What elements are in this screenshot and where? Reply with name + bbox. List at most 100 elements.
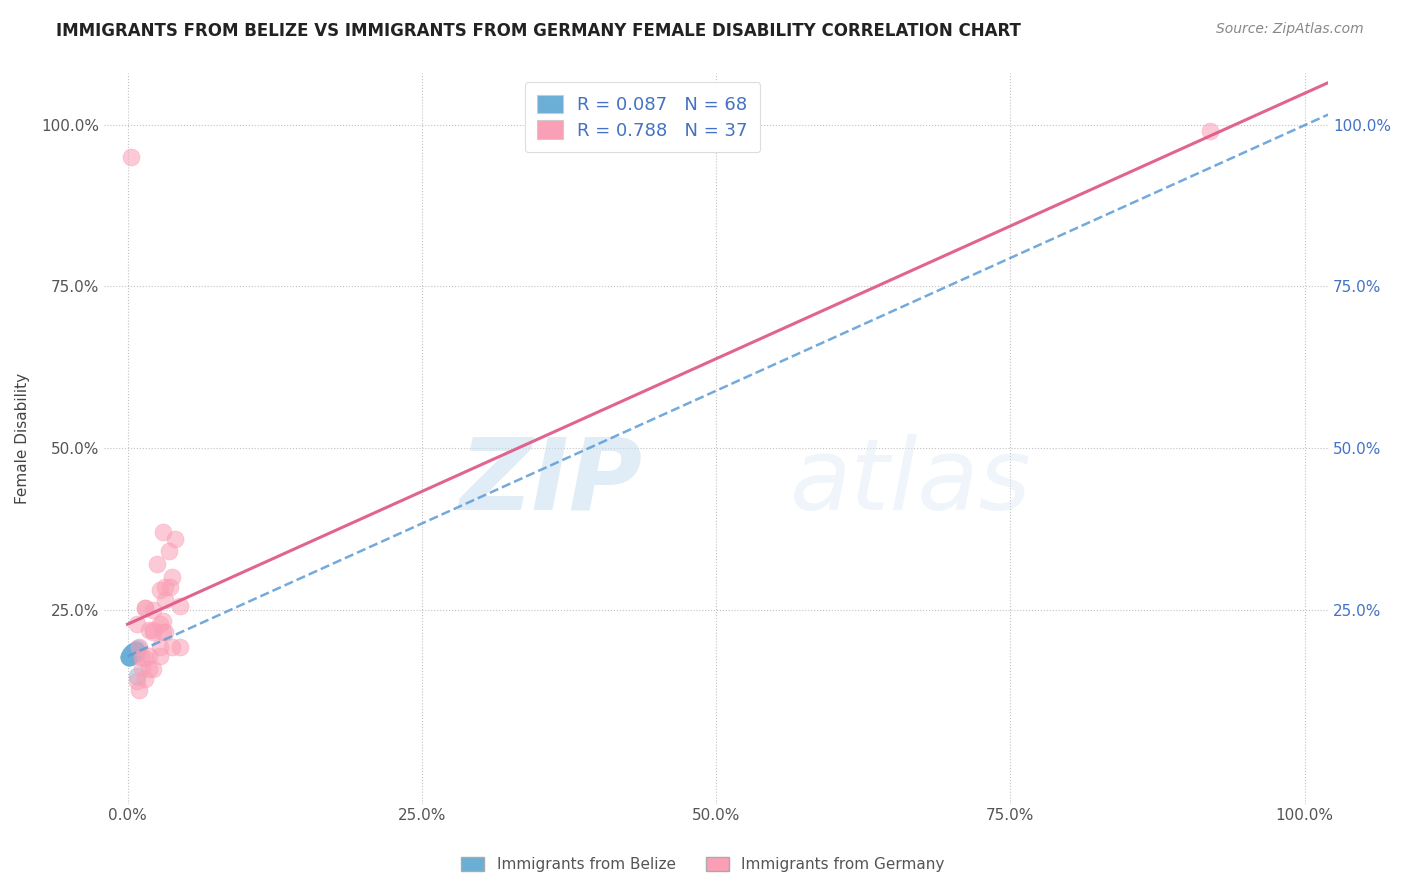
Point (120, 648, 142, 662)
Point (125, 643, 148, 657)
Point (125, 643, 148, 657)
Point (131, 661, 153, 675)
Point (1199, 124, 1222, 138)
Point (120, 648, 142, 662)
Point (131, 651, 153, 665)
Text: IMMIGRANTS FROM BELIZE VS IMMIGRANTS FROM GERMANY FEMALE DISABILITY CORRELATION : IMMIGRANTS FROM BELIZE VS IMMIGRANTS FRO… (56, 22, 1021, 40)
Point (157, 544, 180, 558)
Point (125, 643, 148, 657)
Point (118, 649, 141, 664)
Point (118, 648, 141, 663)
Point (118, 648, 141, 663)
Point (149, 640, 172, 654)
Point (121, 645, 143, 659)
Point (121, 647, 143, 661)
Point (169, 640, 191, 654)
Point (152, 615, 174, 629)
Point (153, 625, 176, 640)
Point (120, 648, 142, 662)
Point (121, 647, 143, 661)
Point (118, 648, 141, 663)
Point (120, 648, 142, 662)
Point (124, 642, 146, 657)
Point (120, 648, 142, 662)
Point (120, 648, 142, 662)
Point (118, 650, 141, 665)
Point (118, 649, 141, 664)
Point (121, 647, 143, 661)
Legend: Immigrants from Belize, Immigrants from Germany: Immigrants from Belize, Immigrants from … (454, 849, 952, 880)
Point (118, 648, 141, 663)
Point (125, 668, 148, 682)
Text: atlas: atlas (790, 434, 1031, 531)
Point (120, 648, 142, 662)
Point (121, 647, 143, 661)
Point (149, 616, 172, 631)
Point (118, 649, 141, 664)
Point (118, 648, 141, 663)
Point (118, 648, 141, 663)
Point (118, 648, 141, 663)
Point (138, 649, 160, 664)
Y-axis label: Female Disability: Female Disability (15, 373, 30, 504)
Point (138, 624, 160, 638)
Point (118, 649, 141, 664)
Point (118, 647, 141, 661)
Point (118, 649, 141, 664)
Point (134, 601, 156, 615)
Point (122, 645, 145, 659)
Point (120, 648, 142, 663)
Point (118, 648, 141, 663)
Point (118, 649, 141, 664)
Point (120, 648, 142, 662)
Point (121, 647, 143, 661)
Point (121, 647, 143, 661)
Point (120, 648, 142, 662)
Point (125, 616, 148, 631)
Point (121, 647, 143, 661)
Point (122, 645, 145, 659)
Point (128, 640, 150, 654)
Point (125, 646, 148, 660)
Point (124, 647, 146, 661)
Point (121, 647, 143, 661)
Point (169, 599, 191, 614)
Point (134, 651, 156, 665)
Point (120, 648, 142, 662)
Point (127, 641, 149, 656)
Point (153, 580, 176, 594)
Point (125, 644, 148, 658)
Point (125, 673, 148, 688)
Point (149, 649, 172, 664)
Point (120, 648, 142, 662)
Point (120, 648, 142, 662)
Point (134, 673, 156, 687)
Point (118, 648, 141, 663)
Legend: R = 0.087   N = 68, R = 0.788   N = 37: R = 0.087 N = 68, R = 0.788 N = 37 (524, 82, 761, 153)
Point (121, 647, 143, 661)
Point (118, 648, 141, 663)
Point (163, 532, 186, 546)
Point (152, 524, 174, 539)
Point (125, 643, 148, 657)
Point (121, 647, 143, 661)
Point (121, 647, 143, 661)
Point (122, 645, 145, 659)
Point (162, 570, 184, 584)
Point (128, 683, 150, 698)
Point (121, 647, 143, 661)
Point (159, 580, 181, 594)
Point (122, 645, 145, 659)
Point (120, 648, 142, 662)
Text: Source: ZipAtlas.com: Source: ZipAtlas.com (1216, 22, 1364, 37)
Point (120, 648, 142, 662)
Point (122, 645, 145, 659)
Point (152, 625, 174, 640)
Point (142, 625, 165, 640)
Point (162, 640, 184, 654)
Point (149, 583, 172, 598)
Point (122, 645, 145, 659)
Point (142, 602, 165, 616)
Point (134, 601, 156, 615)
Point (142, 624, 165, 638)
